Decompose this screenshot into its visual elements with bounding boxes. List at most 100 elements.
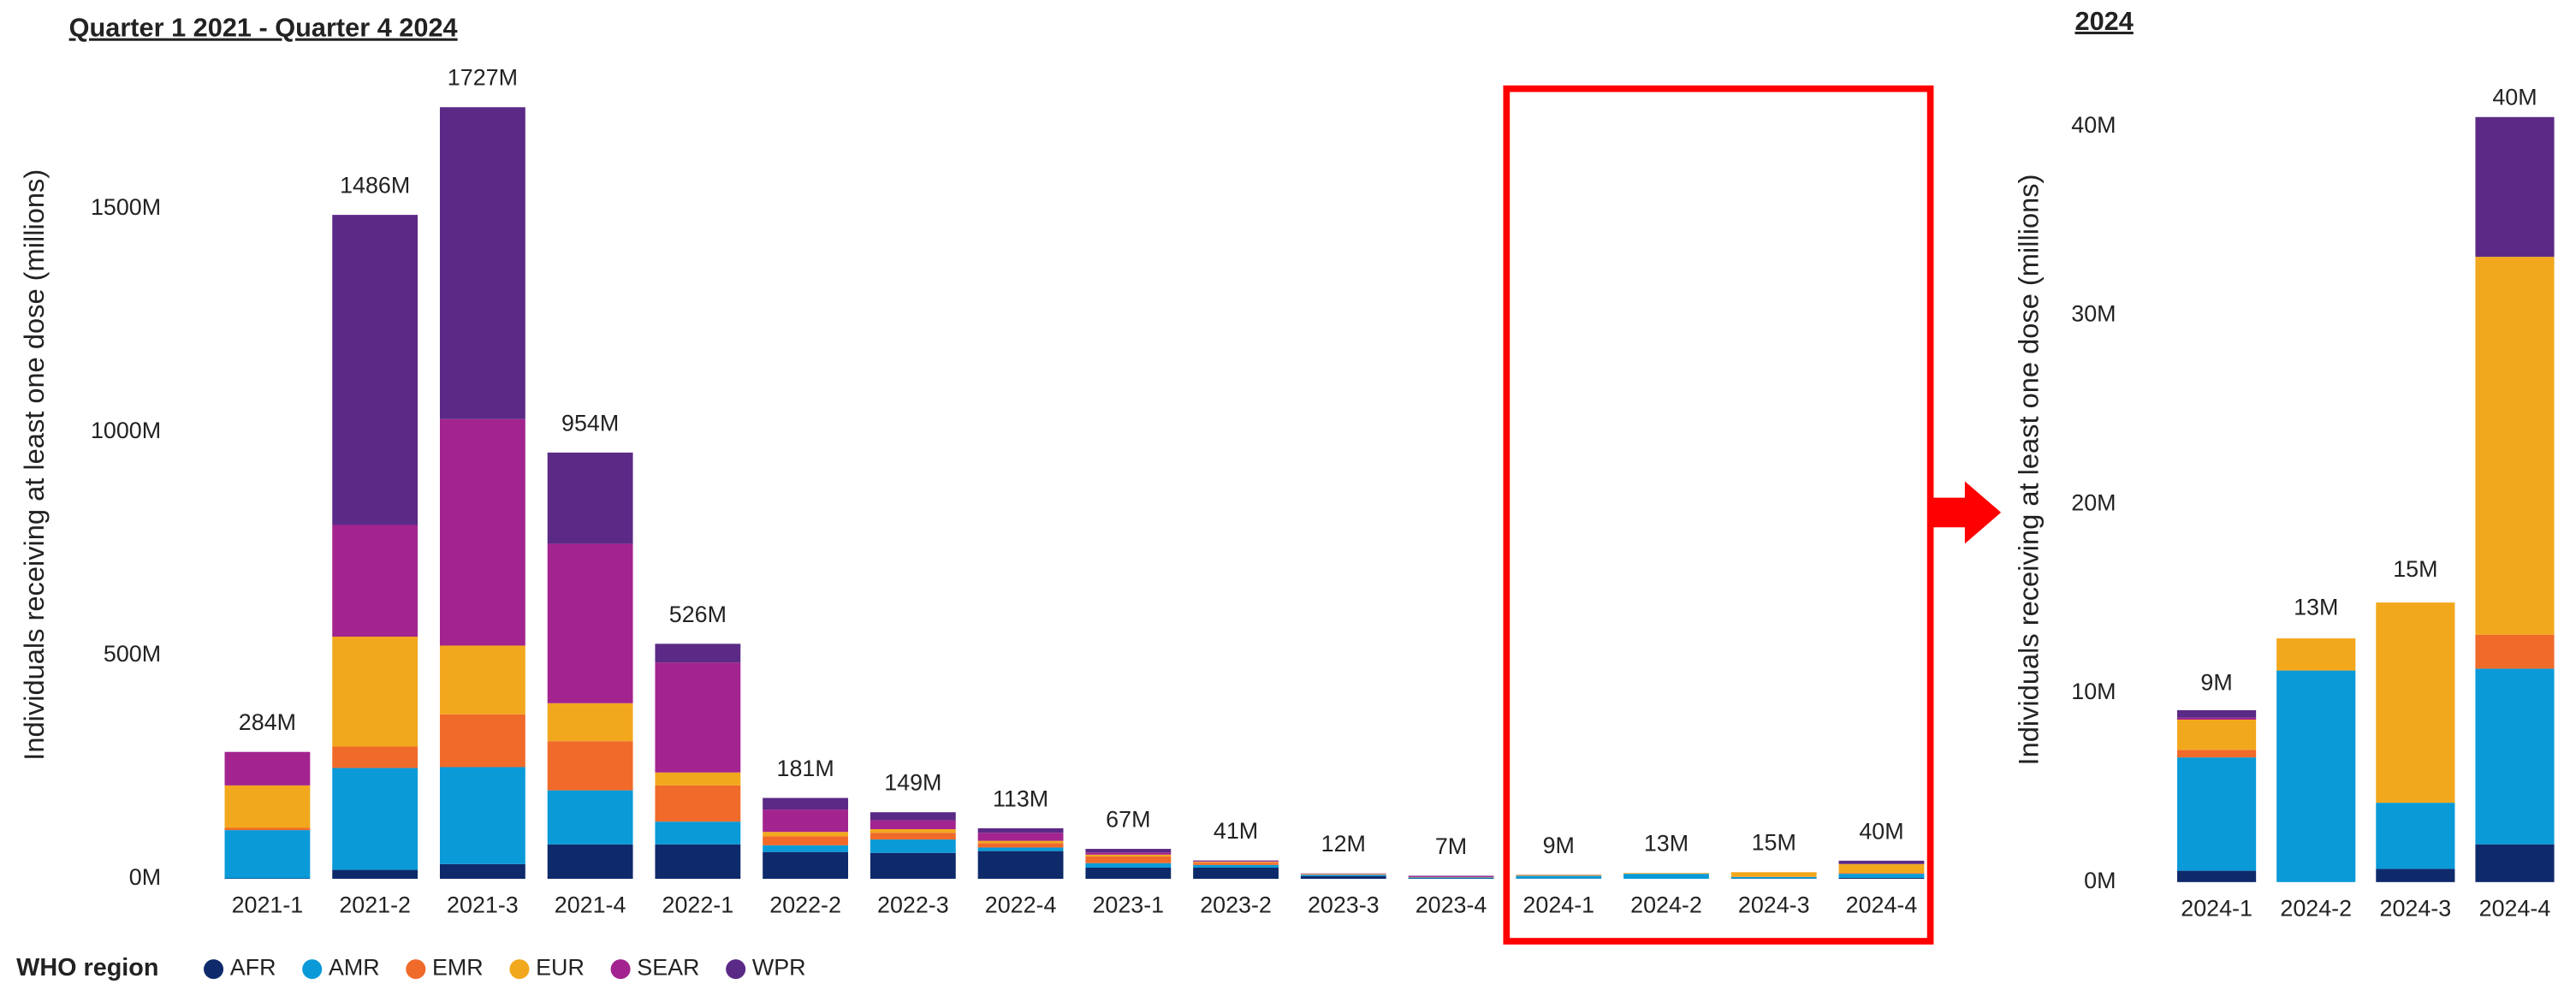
bar-segment: [2475, 844, 2555, 882]
y-tick-label: 1000M: [91, 418, 161, 443]
total-label: 13M: [1644, 831, 1689, 857]
bar-segment: [1516, 875, 1602, 879]
bar-segment: [1085, 867, 1172, 880]
x-tick-label: 2023-2: [1200, 892, 1272, 918]
x-tick-label: 2021-1: [232, 892, 304, 918]
bar-segment: [332, 746, 418, 768]
x-tick-label: 2024-4: [2479, 896, 2551, 922]
bar-segment: [224, 878, 311, 880]
bar-segment: [1408, 878, 1494, 880]
bar-segment: [977, 840, 1064, 844]
total-label: 9M: [2200, 670, 2232, 696]
y-tick-label: 1500M: [91, 194, 161, 220]
bar-segment: [332, 525, 418, 637]
x-tick-label: 2024-2: [1630, 892, 1702, 918]
bar-segment: [763, 851, 849, 880]
total-label: 40M: [1859, 819, 1903, 845]
x-tick-label: 2023-3: [1308, 892, 1380, 918]
bar-segment: [224, 827, 311, 831]
bar-segment: [1085, 852, 1172, 855]
bar-segment: [2177, 717, 2257, 720]
legend-label: WPR: [752, 955, 806, 981]
bar-segment: [2475, 634, 2555, 669]
bar-segment: [2376, 869, 2455, 882]
bar-segment: [870, 820, 956, 830]
bar-segment: [870, 829, 956, 833]
bar-segment: [1085, 849, 1172, 853]
arrow: [1930, 481, 2002, 544]
total-label: 40M: [2492, 84, 2537, 110]
bar-segment: [439, 418, 525, 646]
bar-segment: [1193, 860, 1279, 862]
bar-segment: [1300, 875, 1386, 876]
bar-segment: [1085, 863, 1172, 868]
total-label: 67M: [1106, 806, 1150, 832]
bar-segment: [1408, 875, 1494, 877]
legend-label: EMR: [432, 955, 484, 981]
x-tick-label: 2024-2: [2280, 896, 2352, 922]
bar-segment: [977, 833, 1064, 841]
x-tick-label: 2022-2: [769, 892, 841, 918]
y-tick-label: 40M: [2071, 112, 2116, 138]
bar-segment: [547, 703, 633, 742]
bar-segment: [1838, 877, 1925, 880]
total-label: 7M: [1435, 833, 1467, 859]
chart-title: 2024: [2075, 6, 2134, 36]
y-axis-label: Individuals receiving at least one dose …: [18, 169, 50, 761]
x-tick-label: 2021-2: [339, 892, 411, 918]
bar-segment: [1838, 873, 1925, 875]
total-label: 149M: [884, 770, 941, 796]
x-tick-label: 2021-3: [447, 892, 519, 918]
x-tick-label: 2023-1: [1092, 892, 1164, 918]
total-label: 13M: [2294, 594, 2338, 620]
bar-segment: [1193, 861, 1279, 863]
bar-segment: [870, 812, 956, 821]
legend-marker: [204, 959, 224, 980]
legend-label: SEAR: [637, 955, 699, 981]
bar-segment: [977, 847, 1064, 851]
bar-segment: [547, 543, 633, 703]
bar-segment: [977, 843, 1064, 848]
total-label: 954M: [561, 410, 619, 436]
y-axis-label: Individuals receiving at least one dose …: [2012, 175, 2044, 766]
bar-segment: [1300, 874, 1386, 875]
bar-segment: [224, 751, 311, 786]
bar-segment: [1838, 863, 1925, 874]
total-label: 113M: [993, 786, 1048, 811]
bar-segment: [1085, 856, 1172, 863]
bar-segment: [332, 637, 418, 747]
bar-segment: [655, 844, 741, 880]
legend-marker: [509, 959, 530, 980]
bar-segment: [763, 797, 849, 810]
bar-segment: [1193, 862, 1279, 863]
legend-label: AMR: [329, 955, 380, 981]
bar-segment: [655, 821, 741, 845]
bar-segment: [224, 830, 311, 879]
legend-label: EUR: [536, 955, 585, 981]
total-label: 181M: [777, 756, 834, 781]
bar-segment: [763, 832, 849, 837]
total-label: 9M: [1543, 833, 1575, 858]
x-tick-label: 2024-4: [1846, 892, 1918, 918]
x-tick-label: 2023-4: [1416, 892, 1487, 918]
legend-label: AFR: [230, 955, 276, 981]
legend-marker: [302, 959, 323, 980]
bar-segment: [870, 852, 956, 880]
legend-marker: [406, 959, 426, 980]
bar-segment: [439, 107, 525, 419]
bar-segment: [1193, 864, 1279, 868]
bar-segment: [2177, 757, 2257, 871]
bar-segment: [655, 662, 741, 773]
y-tick-label: 0M: [129, 864, 161, 890]
bar-segment: [655, 643, 741, 663]
total-label: 284M: [239, 709, 296, 735]
bar-segment: [763, 809, 849, 833]
bar-segment: [1730, 876, 1817, 879]
y-tick-label: 20M: [2071, 489, 2116, 515]
bar-segment: [547, 452, 633, 544]
x-tick-label: 2024-1: [1522, 892, 1594, 918]
bar-segment: [2475, 257, 2555, 635]
bar-segment: [2177, 709, 2257, 718]
bar-segment: [439, 767, 525, 864]
bar-segment: [547, 741, 633, 791]
